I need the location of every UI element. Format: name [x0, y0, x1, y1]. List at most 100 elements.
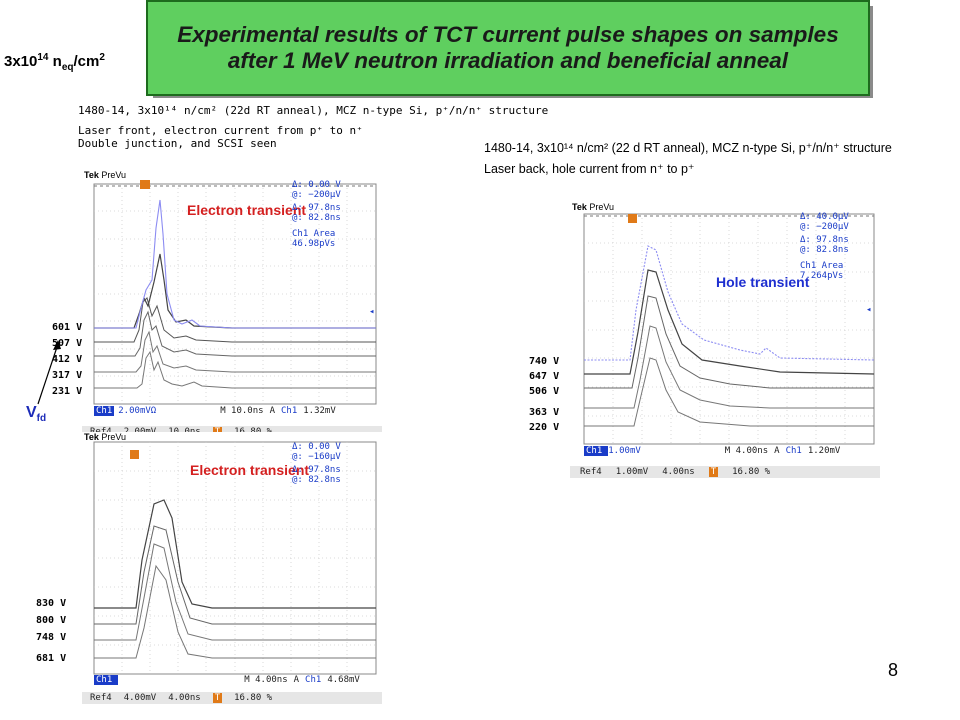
vfd-label: Vfd [26, 404, 46, 424]
panel-a-voltages: 601 V 507 V 412 V 317 V 231 V [52, 322, 82, 402]
page-number: 8 [888, 660, 899, 680]
panel-b-note-2: Laser back, hole current from n⁺ to p⁺ [484, 162, 695, 176]
scope-a-tek-text: Tek [84, 170, 99, 180]
scope-c-readout-4: @: 82.8ns [292, 475, 341, 485]
voltage-363: 363 V [529, 407, 560, 418]
scope-b-ref: Ref4 1.00mV 4.00ns T 16.80 % [580, 467, 770, 477]
scope-a-prevu: PreVu [101, 170, 127, 180]
fluence-base: 3x10 [4, 53, 38, 70]
scope-a-readout-3: Δ: 97.8ns [292, 203, 341, 213]
fluence-label: 3x1014 neq/cm2 [4, 52, 105, 73]
scope-b-readout-line-6: 7.264pVs [800, 271, 844, 281]
scope-a-timebase: M 10.0ns [220, 406, 264, 416]
scope-c-screen [82, 432, 382, 706]
scope-panel-c: Tek PreVu Electron transient Δ: 0.00 V @… [82, 432, 382, 706]
scope-c-timebase: M 4.00ns [244, 675, 288, 685]
scope-panel-a: ◂ Tek PreVu Electron transient Δ: 0.00 V… [82, 170, 382, 440]
panel-a-note-3: Double junction, and SCSI seen [78, 137, 277, 150]
fluence-unit-exp: 2 [99, 52, 105, 63]
slide-title: Experimental results of TCT current puls… [177, 22, 839, 73]
scope-b-tek: Tek PreVu [572, 202, 614, 212]
scope-b-readout-line-2: @: −200μV [800, 222, 849, 232]
title-box: Experimental results of TCT current puls… [146, 0, 870, 96]
voltage-830: 830 V [36, 598, 67, 609]
scope-b-timebase: M 4.00ns [724, 446, 769, 456]
scope-a-status: Ch1 2.00mVΩ M 10.0ns A Ch1 1.32mV [96, 406, 378, 416]
scope-c-ref-pct: 16.80 % [234, 693, 273, 703]
scope-b-trig-ch: Ch1 [785, 446, 802, 456]
scope-c-ref-t-icon: T [212, 693, 223, 703]
voltage-507: 507 V [52, 338, 83, 349]
scope-b-readout-line-4: @: 82.8ns [800, 245, 849, 255]
panel-b-voltages: 740 V 647 V 506 V 363 V 220 V [529, 356, 559, 437]
scope-c-trig-level: 4.68mV [327, 675, 360, 685]
scope-b-screen: ◂ [570, 200, 880, 480]
scope-a-readout-2: @: −200μV [292, 190, 341, 200]
scope-c-readout: Δ: 0.00 V @: −160μV Δ: 97.8ns @: 82.8ns [292, 442, 341, 485]
scope-b-trig-a: A [774, 446, 780, 456]
scope-b-trig-level: 1.20mV [807, 446, 841, 456]
scope-b-scale: 1.00mV [608, 446, 641, 456]
scope-b-status: Ch1 1.00mV M 4.00ns A Ch1 1.20mV [586, 446, 840, 456]
scope-c-prevu: PreVu [101, 432, 127, 442]
voltage-506: 506 V [529, 386, 560, 397]
scope-b-ch1: Ch1 [586, 446, 603, 456]
scope-a-trig-ch: Ch1 [280, 406, 298, 416]
scope-a-trig-level: 1.32mV [303, 406, 336, 416]
scope-c-readout-2: @: −160μV [292, 452, 341, 462]
scope-b-ref-t-icon: T [708, 467, 719, 477]
scope-c-label: Electron transient [190, 462, 310, 478]
trigger-marker-icon [130, 450, 139, 459]
trigger-marker-icon [140, 180, 150, 189]
voltage-748: 748 V [36, 632, 67, 643]
voltage-317: 317 V [52, 370, 83, 381]
fluence-exp: 14 [37, 52, 49, 63]
scope-c-tek: Tek PreVu [84, 432, 126, 442]
scope-c-tek-text: Tek [84, 432, 99, 442]
scope-b-readout-line-5: Ch1 Area [800, 261, 844, 271]
panel-c-voltages: 830 V 800 V 748 V 681 V [36, 598, 66, 670]
voltage-740: 740 V [529, 356, 560, 367]
scope-c-trig-a: A [293, 675, 300, 685]
fluence-sub: eq [61, 62, 74, 73]
scope-c-readout-1: Δ: 0.00 V [292, 442, 341, 452]
svg-text:◂: ◂ [369, 307, 374, 317]
scope-c-readout-3: Δ: 97.8ns [292, 465, 341, 475]
panel-a-note-1: 1480-14, 3x10¹⁴ n/cm² (22d RT anneal), M… [78, 104, 549, 117]
scope-a-tek: Tek PreVu [84, 170, 126, 180]
voltage-647: 647 V [529, 371, 560, 382]
scope-a-readout-4: @: 82.8ns [292, 213, 341, 223]
scope-a-label: Electron transient [187, 202, 307, 218]
scope-b-ref-t: 4.00ns [662, 467, 695, 477]
voltage-800: 800 V [36, 615, 67, 626]
scope-b-label: Hole transient [716, 274, 810, 290]
panel-b-note-1: 1480-14, 3x10¹⁴ n/cm² (22 d RT anneal), … [484, 141, 892, 155]
panel-b-notes: 1480-14, 3x10¹⁴ n/cm² (22 d RT anneal), … [484, 142, 892, 176]
vfd-sub: fd [36, 413, 47, 425]
scope-c-ref: Ref4 4.00mV 4.00ns T 16.80 % [90, 693, 272, 703]
voltage-601: 601 V [52, 322, 83, 333]
scope-c-ch1: Ch1 [96, 675, 113, 685]
scope-a-readout-1: Δ: 0.00 V [292, 180, 341, 190]
scope-a-scale: 2.00mVΩ [118, 406, 157, 416]
trigger-marker-icon [628, 214, 637, 223]
fluence-n: n [48, 53, 62, 70]
scope-a-readout-5: Ch1 Area [292, 229, 336, 239]
scope-b-ref-v: 1.00mV [615, 467, 649, 477]
scope-a-ch1: Ch1 [96, 406, 113, 416]
scope-c-ref-v: 4.00mV [123, 693, 157, 703]
voltage-412: 412 V [52, 354, 83, 365]
scope-c-status: Ch1 M 4.00ns A Ch1 4.68mV [96, 675, 360, 685]
panel-a-notes: 1480-14, 3x10¹⁴ n/cm² (22d RT anneal), M… [78, 104, 548, 150]
voltage-220: 220 V [529, 422, 560, 433]
scope-panel-b: ◂ Tek PreVu Hole transient Δ: 40.0μV @: … [570, 200, 880, 480]
scope-b-tek-text: Tek [572, 202, 587, 212]
svg-text:◂: ◂ [866, 305, 871, 315]
scope-b-readout-line-3: Δ: 97.8ns [800, 235, 849, 245]
scope-a-readout: Δ: 0.00 V @: −200μV Δ: 97.8ns @: 82.8ns … [292, 180, 341, 249]
scope-b-prevu: PreVu [589, 202, 615, 212]
panel-a-note-2: Laser front, electron current from p⁺ to… [78, 124, 363, 137]
fluence-unit: /cm [73, 53, 100, 70]
voltage-681: 681 V [36, 653, 67, 664]
scope-a-readout-6: 46.98pVs [292, 239, 336, 249]
